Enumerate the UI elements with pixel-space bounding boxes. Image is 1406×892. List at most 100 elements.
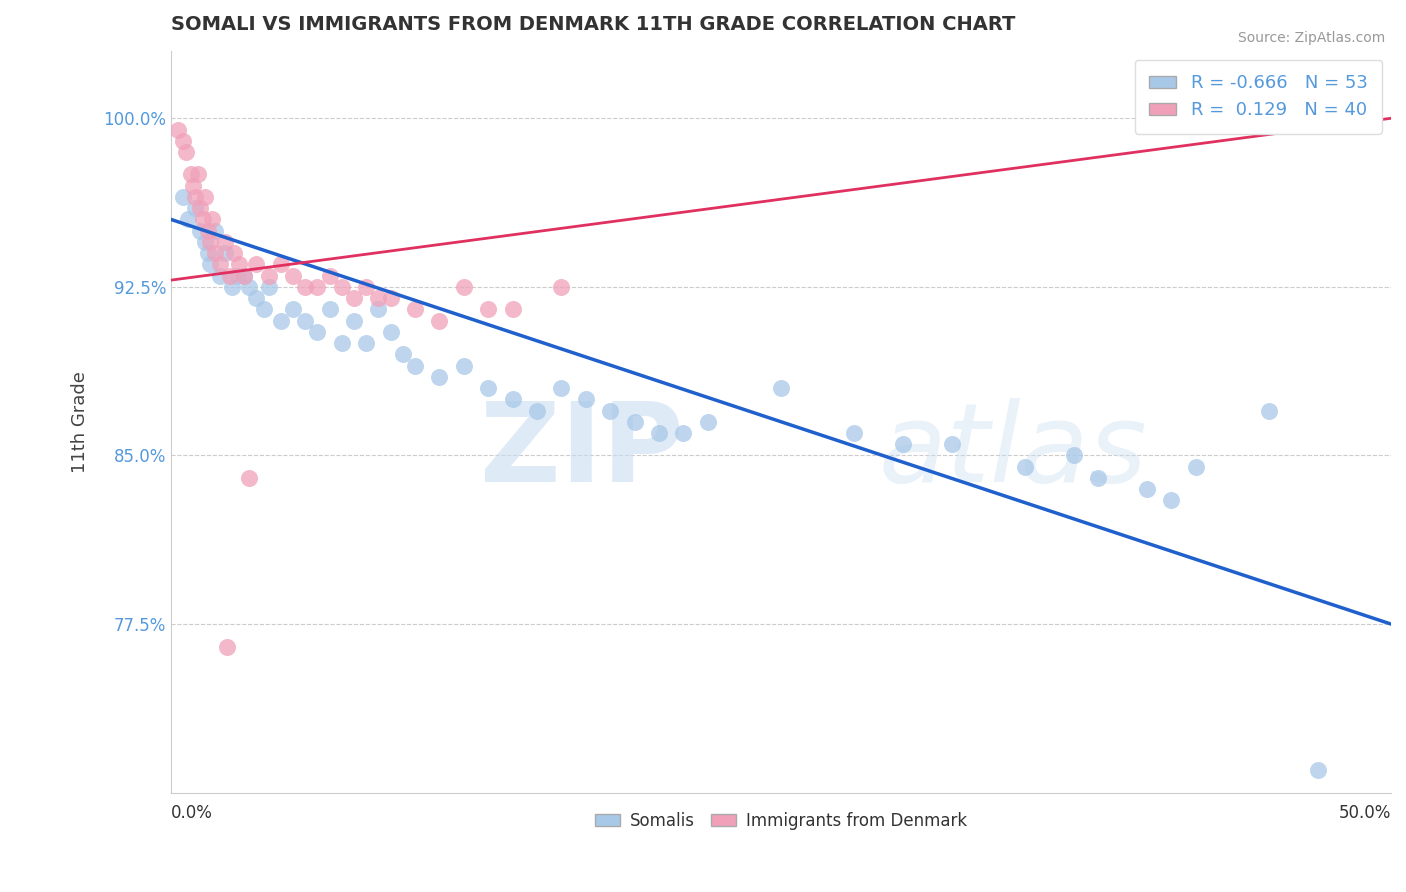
Point (453, 280, 475, 294)
Point (217, 640, 239, 654)
Text: 50.0%: 50.0% (1339, 804, 1391, 822)
Text: ZIP: ZIP (479, 398, 683, 505)
Point (204, 224, 226, 238)
Point (270, 257, 292, 271)
Point (184, 201, 207, 215)
Point (224, 246, 246, 260)
Point (404, 359, 426, 373)
Point (181, 178, 204, 193)
Point (194, 190, 217, 204)
Point (1258, 403, 1281, 417)
Point (188, 224, 211, 238)
Point (198, 257, 221, 271)
Point (307, 280, 329, 294)
Point (257, 268, 280, 283)
Point (599, 403, 621, 417)
Point (318, 268, 340, 283)
Point (1160, 493, 1182, 508)
Point (172, 134, 194, 148)
Point (201, 212, 224, 227)
Point (245, 291, 267, 305)
Point (233, 268, 256, 283)
Point (550, 280, 572, 294)
Point (367, 291, 389, 305)
Point (221, 280, 243, 294)
Text: 0.0%: 0.0% (172, 804, 212, 822)
Point (218, 268, 240, 283)
Point (253, 302, 276, 317)
Point (167, 122, 190, 136)
Point (1087, 471, 1109, 485)
Point (245, 257, 267, 271)
Point (204, 246, 226, 260)
Point (502, 302, 524, 317)
Point (380, 325, 402, 339)
Point (354, 280, 377, 294)
Point (623, 415, 645, 429)
Point (380, 291, 402, 305)
Point (575, 392, 598, 407)
Point (208, 257, 231, 271)
Point (429, 369, 451, 384)
Point (1136, 482, 1159, 496)
Point (281, 302, 304, 317)
Point (1306, 763, 1329, 777)
Point (453, 359, 475, 373)
Point (228, 257, 250, 271)
Point (238, 280, 260, 294)
Point (502, 392, 524, 407)
Text: SOMALI VS IMMIGRANTS FROM DENMARK 11TH GRADE CORRELATION CHART: SOMALI VS IMMIGRANTS FROM DENMARK 11TH G… (172, 15, 1015, 34)
Point (526, 403, 548, 417)
Point (307, 325, 329, 339)
Point (233, 268, 256, 283)
Point (1063, 449, 1085, 463)
Point (391, 347, 413, 361)
Point (1014, 459, 1036, 474)
Point (672, 425, 695, 440)
Point (477, 302, 499, 317)
Point (177, 212, 200, 227)
Point (477, 381, 499, 395)
Point (174, 145, 197, 159)
Point (172, 190, 194, 204)
Point (429, 313, 451, 327)
Point (1184, 459, 1206, 474)
Point (550, 381, 572, 395)
Point (225, 268, 247, 283)
Point (281, 268, 304, 283)
Point (187, 168, 209, 182)
Point (214, 246, 236, 260)
Text: atlas: atlas (879, 398, 1147, 505)
Point (294, 280, 316, 294)
Text: Source: ZipAtlas.com: Source: ZipAtlas.com (1237, 31, 1385, 45)
Point (270, 313, 292, 327)
Point (330, 280, 353, 294)
Point (198, 235, 221, 249)
Point (891, 437, 914, 451)
Point (367, 302, 389, 317)
Point (941, 437, 963, 451)
Point (318, 302, 340, 317)
Point (197, 246, 219, 260)
Point (404, 302, 426, 317)
Point (197, 224, 219, 238)
Point (257, 280, 280, 294)
Point (184, 190, 207, 204)
Point (191, 212, 214, 227)
Point (844, 425, 866, 440)
Point (648, 425, 671, 440)
Point (188, 201, 211, 215)
Y-axis label: 11th Grade: 11th Grade (72, 371, 89, 473)
Point (194, 235, 217, 249)
Point (179, 168, 201, 182)
Point (294, 313, 316, 327)
Point (343, 313, 366, 327)
Legend: Somalis, Immigrants from Denmark: Somalis, Immigrants from Denmark (588, 805, 974, 836)
Point (769, 381, 792, 395)
Point (238, 471, 260, 485)
Point (330, 336, 353, 351)
Point (214, 235, 236, 249)
Point (354, 336, 377, 351)
Point (208, 268, 231, 283)
Point (696, 415, 718, 429)
